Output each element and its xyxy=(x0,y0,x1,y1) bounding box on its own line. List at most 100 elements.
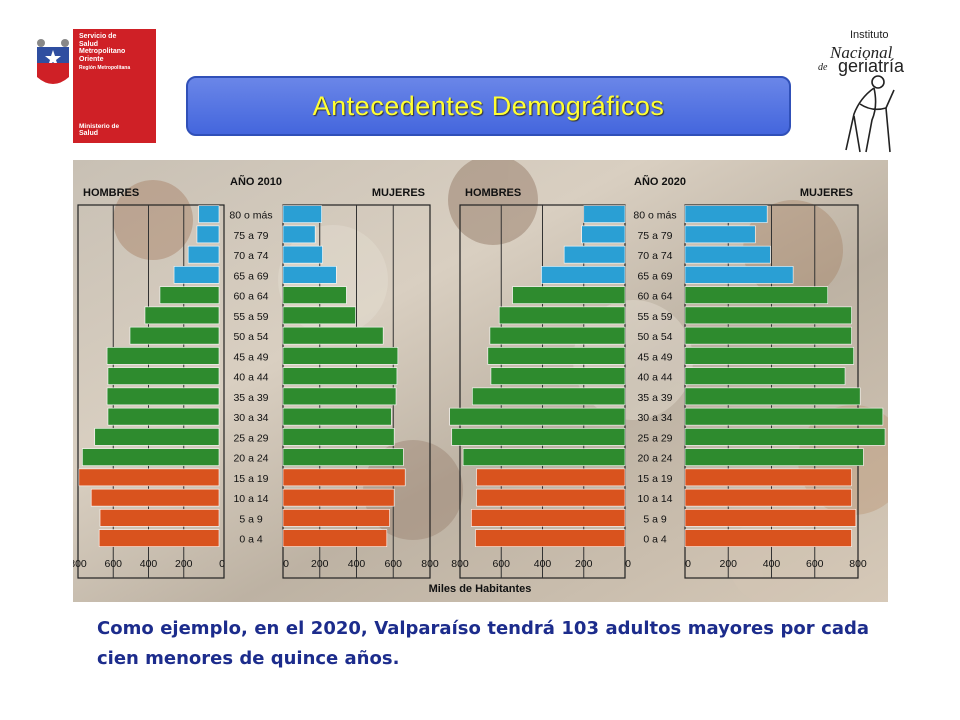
bar-hombres xyxy=(581,225,626,244)
bar-mujeres xyxy=(684,387,861,406)
x-tick-label: 200 xyxy=(311,558,329,570)
category-label: 60 a 64 xyxy=(233,291,268,303)
category-label: 40 a 44 xyxy=(233,372,268,384)
bar-mujeres xyxy=(282,245,323,264)
category-label: 70 a 74 xyxy=(637,250,672,262)
population-pyramids-panel: HOMBRES MUJERES AÑO 2010 80 o más 75 a 79 70 … xyxy=(69,155,908,605)
bar-hombres xyxy=(489,326,626,345)
bar-hombres xyxy=(106,347,220,365)
x-tick-label: 0 xyxy=(219,558,225,570)
category-label: 15 a 19 xyxy=(637,473,672,485)
bar-hombres xyxy=(541,266,626,284)
x-tick-label: 800 xyxy=(451,558,469,570)
category-label: 0 a 4 xyxy=(239,534,263,546)
caption-text: Como ejemplo, en el 2020, Valparaíso ten… xyxy=(97,618,869,669)
bar-mujeres xyxy=(282,428,395,446)
bar-hombres xyxy=(159,286,220,304)
category-label: 0 a 4 xyxy=(643,534,667,546)
svg-text:Nacional: Nacional xyxy=(829,43,893,62)
category-label: 5 a 9 xyxy=(239,513,263,525)
bar-hombres xyxy=(198,205,220,223)
category-label: 75 a 79 xyxy=(637,230,672,242)
x-tick-label: 400 xyxy=(534,558,552,570)
category-label: 10 a 14 xyxy=(233,493,268,505)
category-label: 50 a 54 xyxy=(233,331,268,343)
category-label: 60 a 64 xyxy=(637,291,672,303)
category-label: 80 o más xyxy=(633,210,676,222)
bar-mujeres xyxy=(684,509,857,527)
category-label: 35 a 39 xyxy=(233,392,268,404)
right-group-label: MUJERES xyxy=(372,187,425,199)
bar-mujeres xyxy=(282,367,398,385)
pyramid-frame-left xyxy=(77,204,225,579)
category-label: 25 a 29 xyxy=(637,432,672,444)
bar-hombres xyxy=(476,468,626,487)
bar-mujeres xyxy=(282,326,384,345)
category-label: 5 a 9 xyxy=(643,513,667,525)
bar-mujeres xyxy=(282,387,397,406)
bar-hombres xyxy=(449,407,626,426)
bar-mujeres xyxy=(684,347,854,365)
bar-mujeres xyxy=(282,529,388,547)
bar-mujeres xyxy=(282,347,399,365)
bar-mujeres xyxy=(282,205,322,223)
bar-hombres xyxy=(472,387,626,406)
bar-hombres xyxy=(90,488,220,507)
left-group-label: HOMBRES xyxy=(465,187,521,199)
bar-mujeres xyxy=(684,326,852,345)
bar-mujeres xyxy=(282,468,406,487)
bar-hombres xyxy=(94,428,220,446)
x-tick-label: 200 xyxy=(575,558,593,570)
category-label: 20 a 24 xyxy=(233,453,268,465)
x-tick-label: 600 xyxy=(104,558,122,570)
bar-hombres xyxy=(475,529,626,547)
x-tick-label: 400 xyxy=(348,558,366,570)
bar-mujeres xyxy=(684,367,846,385)
x-tick-label: 400 xyxy=(140,558,158,570)
bar-mujeres xyxy=(282,266,337,284)
bar-mujeres xyxy=(684,205,768,223)
category-label: 45 a 49 xyxy=(233,351,268,363)
title-banner: Antecedentes Demográficos xyxy=(186,76,791,136)
bar-mujeres xyxy=(684,428,886,446)
category-label: 25 a 29 xyxy=(233,432,268,444)
category-label: 30 a 34 xyxy=(637,412,672,424)
bar-mujeres xyxy=(684,407,884,426)
category-label: 65 a 69 xyxy=(637,270,672,282)
x-tick-label: 0 xyxy=(685,558,691,570)
category-label: 10 a 14 xyxy=(637,493,672,505)
category-label: 30 a 34 xyxy=(233,412,268,424)
bar-hombres xyxy=(512,286,626,304)
chart-title: AÑO 2010 xyxy=(230,175,282,188)
bar-hombres xyxy=(78,468,220,487)
left-group-label: HOMBRES xyxy=(83,187,139,199)
right-group-label: MUJERES xyxy=(800,187,853,199)
bar-hombres xyxy=(498,306,626,325)
logo-region: Región Metropolitana xyxy=(79,65,131,71)
category-label: 75 a 79 xyxy=(233,230,268,242)
svg-text:de: de xyxy=(818,62,828,73)
bar-mujeres xyxy=(684,468,852,487)
bar-mujeres xyxy=(684,448,864,466)
x-tick-label: 600 xyxy=(806,558,824,570)
x-tick-label: 0 xyxy=(283,558,289,570)
bar-hombres xyxy=(563,245,626,264)
bar-hombres xyxy=(107,367,220,385)
bar-hombres xyxy=(487,347,626,365)
logo-ministry-1: Ministerio de xyxy=(79,122,120,130)
bar-mujeres xyxy=(684,488,852,507)
category-label: 55 a 59 xyxy=(233,311,268,323)
bar-mujeres xyxy=(684,266,794,284)
category-label: 80 o más xyxy=(229,210,272,222)
bar-mujeres xyxy=(684,245,771,264)
x-tick-label: 800 xyxy=(849,558,867,570)
category-label: 20 a 24 xyxy=(637,453,672,465)
logo-line-3: Metropolitano xyxy=(79,48,126,55)
bar-hombres xyxy=(82,448,220,466)
bar-hombres xyxy=(107,407,220,426)
x-tick-label: 0 xyxy=(625,558,631,570)
x-tick-label: 200 xyxy=(175,558,193,570)
x-tick-label: 600 xyxy=(384,558,402,570)
logo-instituto-geriatria: Instituto Nacional de geriatría xyxy=(810,20,940,160)
chart-title: AÑO 2020 xyxy=(634,175,686,188)
